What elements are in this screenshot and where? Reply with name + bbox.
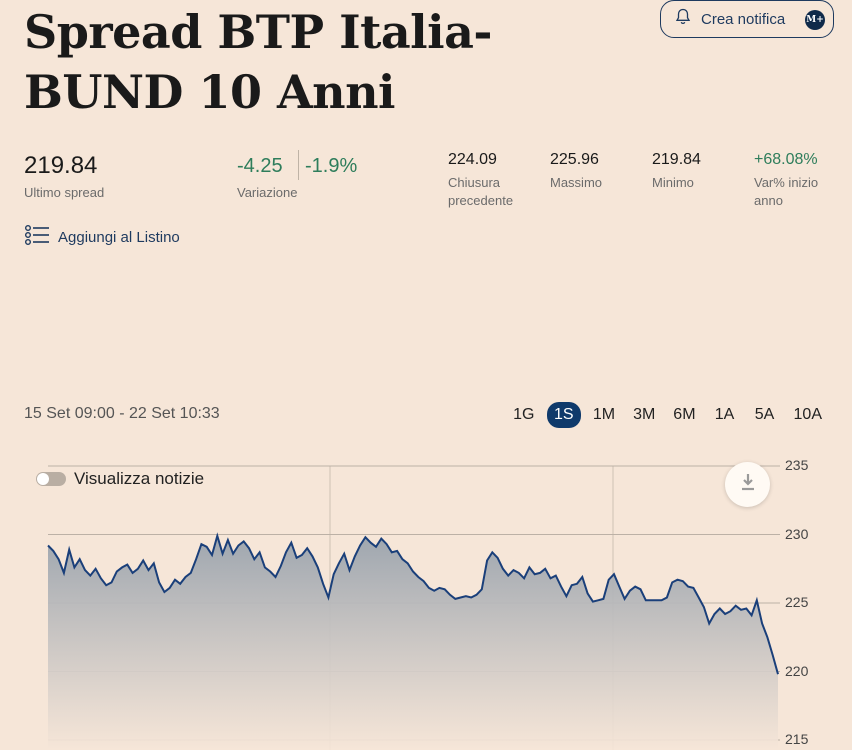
bell-icon — [675, 8, 691, 30]
premium-badge-icon: M+ — [805, 10, 825, 30]
download-icon — [739, 472, 757, 497]
last-spread-stat: 219.84 Ultimo spread — [24, 152, 104, 202]
series-line — [47, 532, 779, 675]
ytd-value: +68.08% — [754, 151, 818, 168]
y-tick-label: 220 — [785, 662, 809, 679]
period-button-6m[interactable]: 6M — [673, 406, 696, 423]
ytd-label: Var% inizio anno — [754, 175, 819, 208]
ytd-stat: +68.08% Var% inizio anno — [754, 150, 834, 210]
create-alert-button[interactable]: Crea notifica M+ — [660, 0, 834, 38]
news-toggle-label: Visualizza notizie — [74, 469, 205, 488]
low-stat: 219.84 Minimo — [652, 150, 742, 192]
period-button-10a[interactable]: 10A — [793, 406, 822, 423]
last-spread-label: Ultimo spread — [24, 185, 105, 200]
period-button-1s[interactable]: 1S — [546, 402, 581, 428]
high-value: 225.96 — [550, 151, 599, 168]
spread-chart — [47, 465, 780, 750]
change-divider — [298, 150, 299, 180]
change-pct-value: -1.9% — [305, 155, 358, 177]
y-tick-label: 230 — [785, 525, 809, 542]
period-button-5a[interactable]: 5A — [754, 406, 775, 423]
prev-close-stat: 224.09 Chiusura precedente — [448, 150, 538, 210]
last-spread-value: 219.84 — [24, 152, 98, 179]
high-stat: 225.96 Massimo — [550, 150, 640, 192]
period-button-1a[interactable]: 1A — [714, 406, 735, 423]
add-to-watchlist-link[interactable]: Aggiungi al Listino — [24, 224, 180, 250]
period-button-1g[interactable]: 1G — [513, 406, 535, 423]
prev-close-value: 224.09 — [448, 151, 497, 168]
period-button-3m[interactable]: 3M — [633, 406, 656, 423]
list-icon — [24, 224, 50, 250]
change-abs-value: -4.25 — [237, 155, 283, 177]
prev-close-label: Chiusura precedente — [448, 175, 514, 208]
low-label: Minimo — [652, 175, 694, 190]
period-selector: 1G 1S 1M 3M 6M 1A 5A 10A — [507, 402, 828, 428]
news-toggle[interactable]: Visualizza notizie — [36, 469, 204, 489]
period-button-1m[interactable]: 1M — [592, 406, 616, 423]
download-button[interactable] — [725, 462, 770, 507]
y-tick-label: 215 — [785, 731, 809, 747]
low-value: 219.84 — [652, 151, 701, 168]
series-area — [48, 535, 778, 750]
y-tick-label: 225 — [785, 594, 809, 610]
date-range-label: 15 Set 09:00 - 22 Set 10:33 — [24, 405, 220, 422]
y-tick-label: 235 — [785, 457, 809, 473]
toggle-switch-icon[interactable] — [36, 472, 66, 486]
high-label: Massimo — [550, 175, 603, 190]
change-stat: -4.25 Variazione — [237, 152, 297, 202]
change-label: Variazione — [237, 185, 298, 200]
add-to-watchlist-label: Aggiungi al Listino — [58, 228, 180, 246]
page-title: Spread BTP Italia-BUND 10 Anni — [24, 5, 493, 119]
create-alert-label: Crea notifica — [701, 10, 786, 28]
